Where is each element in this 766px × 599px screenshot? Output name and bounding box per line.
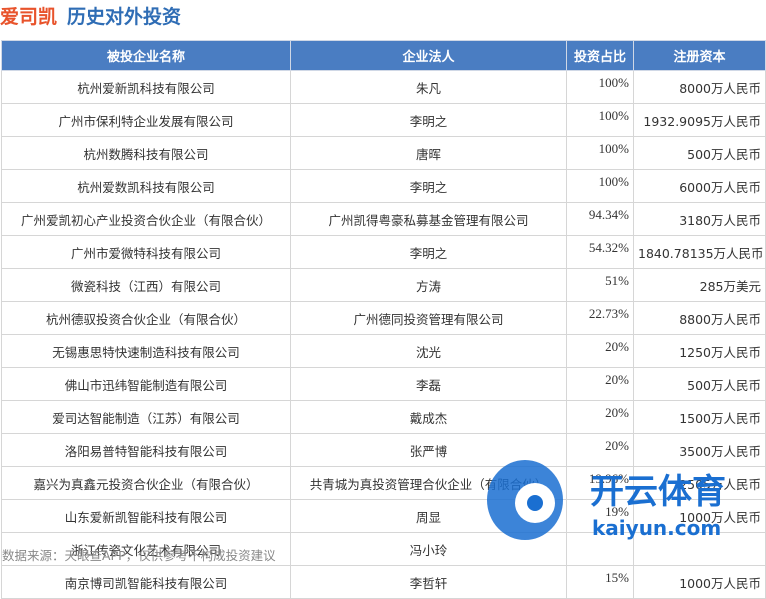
table-cell: 3500万人民币 <box>633 433 766 467</box>
table-cell: 佛山市迅纬智能制造有限公司 <box>1 367 291 401</box>
table-row: 广州市保利特企业发展有限公司 李明之 100% 1932.9095万人民币 <box>1 103 766 137</box>
table-cell: 张严博 <box>290 433 567 467</box>
table-cell: 20% <box>566 433 634 467</box>
table-row: 嘉兴为真鑫元投资合伙企业（有限合伙） 共青城为真投资管理合伙企业（有限合伙） 19.… <box>1 466 766 500</box>
table-cell: 杭州爱新凯科技有限公司 <box>1 70 291 104</box>
table-cell: 周显 <box>290 499 567 533</box>
table-cell <box>633 532 766 566</box>
table-cell: 20% <box>566 367 634 401</box>
table-cell: 冯小玲 <box>290 532 567 566</box>
table-cell: 22.73% <box>566 301 634 335</box>
column-header: 注册资本 <box>633 40 766 71</box>
table-cell: 杭州德驭投资合伙企业（有限合伙） <box>1 301 291 335</box>
table-cell: 51% <box>566 268 634 302</box>
table-cell: 8000万人民币 <box>633 70 766 104</box>
table-row: 无锡惠思特快速制造科技有限公司 沈光 20% 1250万人民币 <box>1 334 766 368</box>
table-cell: 广州凯得粤豪私募基金管理有限公司 <box>290 202 567 236</box>
table-cell: 洛阳易普特智能科技有限公司 <box>1 433 291 467</box>
table-cell: 山东爱新凯智能科技有限公司 <box>1 499 291 533</box>
table-cell: 500万人民币 <box>633 367 766 401</box>
table-cell: 朱凡 <box>290 70 567 104</box>
table-cell: 3180万人民币 <box>633 202 766 236</box>
table-cell: 广州爱凯初心产业投资合伙企业（有限合伙） <box>1 202 291 236</box>
table-cell: 广州市爱微特科技有限公司 <box>1 235 291 269</box>
table-cell: 1000万人民币 <box>633 499 766 533</box>
table-cell: 微瓷科技（江西）有限公司 <box>1 268 291 302</box>
column-header: 投资占比 <box>566 40 634 71</box>
column-header: 被投企业名称 <box>1 40 291 71</box>
table-cell: 6000万人民币 <box>633 169 766 203</box>
table-row: 爱司达智能制造（江苏）有限公司 戴成杰 20% 1500万人民币 <box>1 400 766 434</box>
table-cell: 李磊 <box>290 367 567 401</box>
table-cell: 共青城为真投资管理合伙企业（有限合伙） <box>290 466 567 500</box>
table-row: 山东爱新凯智能科技有限公司 周显 19% 1000万人民币 <box>1 499 766 533</box>
table-cell: 戴成杰 <box>290 400 567 434</box>
table-cell: 20% <box>566 334 634 368</box>
table-cell: 19% <box>566 499 634 533</box>
header-row: 被投企业名称 企业法人 投资占比 注册资本 <box>1 40 766 71</box>
table-cell: 500万人民币 <box>633 136 766 170</box>
table-cell: 南京博司凯智能科技有限公司 <box>1 565 291 599</box>
table-cell: 李明之 <box>290 103 567 137</box>
table-row: 杭州爱新凯科技有限公司 朱凡 100% 8000万人民币 <box>1 70 766 104</box>
table-cell: 方涛 <box>290 268 567 302</box>
table-cell: 54.32% <box>566 235 634 269</box>
table-cell: 100% <box>566 169 634 203</box>
footer-note: 数据来源：天眼查APP，仅供参考不构成投资建议 <box>2 548 276 563</box>
table-row: 杭州数腾科技有限公司 唐晖 100% 500万人民币 <box>1 136 766 170</box>
table-cell: 100% <box>566 103 634 137</box>
table-row: 南京博司凯智能科技有限公司 李哲轩 15% 1000万人民币 <box>1 565 766 599</box>
table-row: 佛山市迅纬智能制造有限公司 李磊 20% 500万人民币 <box>1 367 766 401</box>
table-cell: 李明之 <box>290 169 567 203</box>
table-cell: 无锡惠思特快速制造科技有限公司 <box>1 334 291 368</box>
table-cell <box>566 532 634 566</box>
table-row: 洛阳易普特智能科技有限公司 张严博 20% 3500万人民币 <box>1 433 766 467</box>
table-cell: 285万美元 <box>633 268 766 302</box>
table-cell: 李明之 <box>290 235 567 269</box>
table-cell: 1250万人民币 <box>633 334 766 368</box>
table-cell: 19.96% <box>566 466 634 500</box>
table-cell: 100% <box>566 70 634 104</box>
table-cell: 8800万人民币 <box>633 301 766 335</box>
table-cell: 唐晖 <box>290 136 567 170</box>
table-cell: 杭州数腾科技有限公司 <box>1 136 291 170</box>
table-cell: 100% <box>566 136 634 170</box>
table-cell: 1000万人民币 <box>633 565 766 599</box>
table-cell: 广州市保利特企业发展有限公司 <box>1 103 291 137</box>
table-cell: 1500万人民币 <box>633 400 766 434</box>
table-cell: 李哲轩 <box>290 565 567 599</box>
table-body: 杭州爱新凯科技有限公司 朱凡 100% 8000万人民币 广州市保利特企业发展有限公司李… <box>1 70 766 599</box>
table-cell: 杭州爱数凯科技有限公司 <box>1 169 291 203</box>
table-row: 广州市爱微特科技有限公司 李明之 54.32% 1840.78135万人民币 <box>1 235 766 269</box>
table-cell: 2505万人民币 <box>633 466 766 500</box>
table-cell: 浙江传瓷文化艺术有限公司 <box>1 532 291 566</box>
title: 爱司凯 历史对外投资 <box>0 2 181 29</box>
table-row: 杭州德驭投资合伙企业（有限合伙） 广州德同投资管理有限公司 22.73% 8800万人… <box>1 301 766 335</box>
company-name: 爱司凯 <box>0 6 58 28</box>
table-cell: 20% <box>566 400 634 434</box>
table-cell: 爱司达智能制造（江苏）有限公司 <box>1 400 291 434</box>
column-header: 企业法人 <box>290 40 567 71</box>
table-cell: 广州德同投资管理有限公司 <box>290 301 567 335</box>
table-cell: 94.34% <box>566 202 634 236</box>
table-cell: 15% <box>566 565 634 599</box>
table-cell: 嘉兴为真鑫元投资合伙企业（有限合伙） <box>1 466 291 500</box>
page-title: 历史对外投资 <box>67 6 182 28</box>
table-row: 微瓷科技（江西）有限公司 方涛 51% 285万美元 <box>1 268 766 302</box>
table-cell: 1932.9095万人民币 <box>633 103 766 137</box>
table-cell: 1840.78135万人民币 <box>633 235 766 269</box>
table-row: 杭州爱数凯科技有限公司 李明之 100% 6000万人民币 <box>1 169 766 203</box>
table-cell: 沈光 <box>290 334 567 368</box>
table-row: 浙江传瓷文化艺术有限公司 冯小玲 <box>1 532 766 566</box>
table-row: 广州爱凯初心产业投资合伙企业（有限合伙） 广州凯得粤豪私募基金管理有限公司 94.3… <box>1 202 766 236</box>
investment-table: 被投企业名称 企业法人 投资占比 注册资本 杭州爱新凯科技有限公司 朱凡 100% 8000… <box>1 40 766 599</box>
